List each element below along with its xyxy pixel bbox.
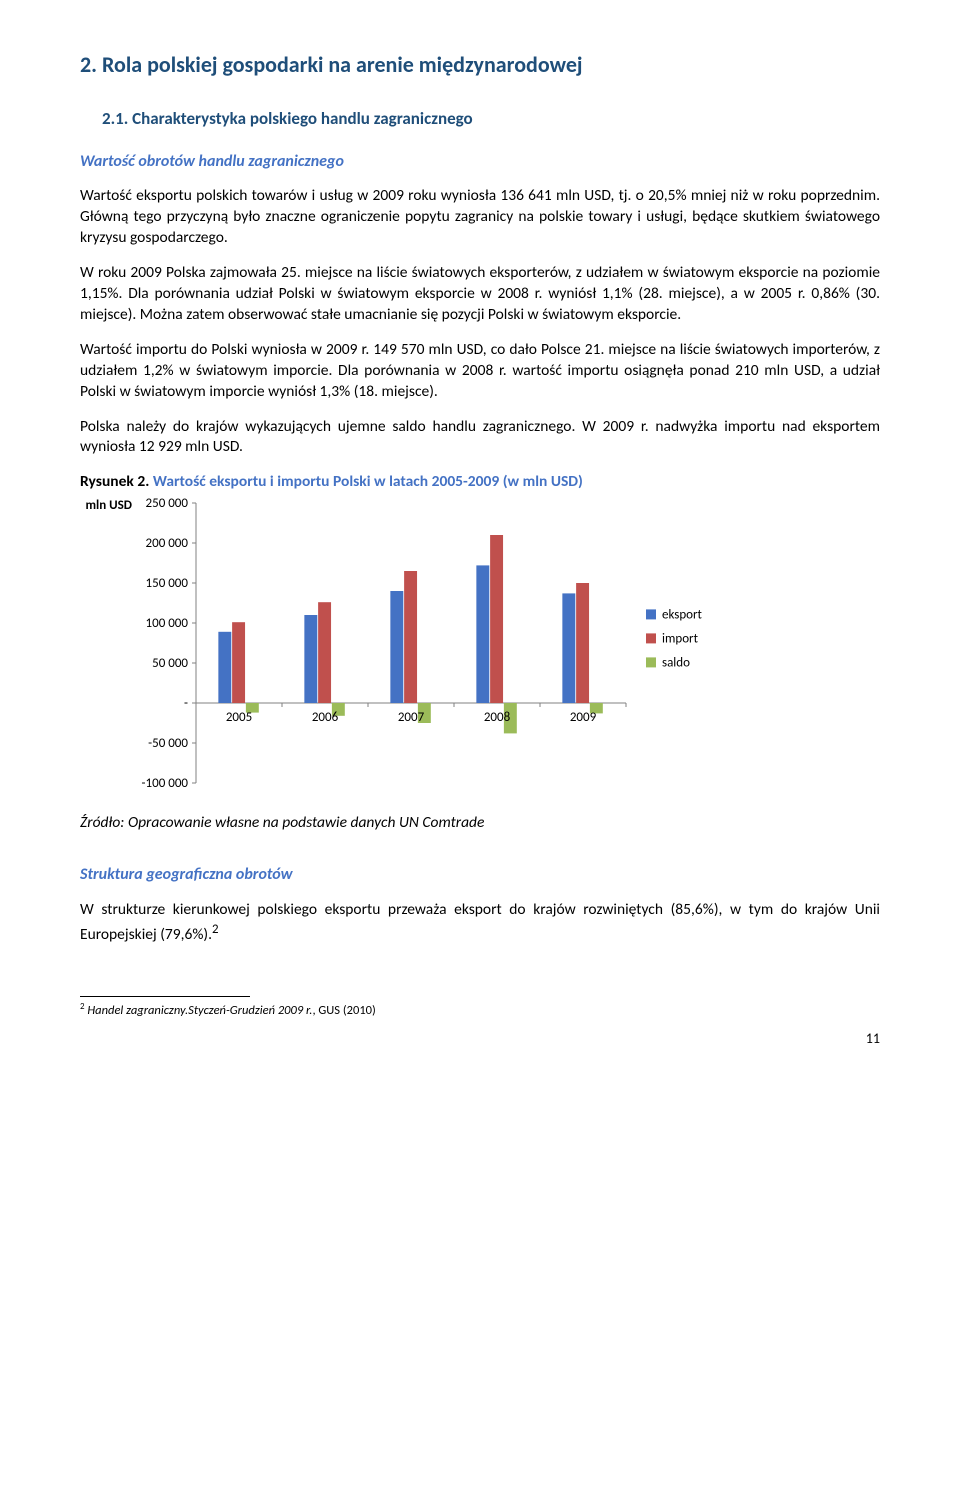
svg-text:2006: 2006 [312,710,339,725]
figure-source: Źródło: Opracowanie własne na podstawie … [80,813,880,834]
svg-text:200 000: 200 000 [146,536,189,551]
svg-text:import: import [662,632,699,647]
paragraph-text: W strukturze kierunkowej polskiego ekspo… [80,900,880,944]
paragraph: W roku 2009 Polska zajmowała 25. miejsce… [80,263,880,326]
paragraph: Wartość eksportu polskich towarów i usłu… [80,186,880,249]
svg-text:-: - [184,696,188,711]
footnote-ref: 2 [212,922,219,937]
svg-text:-50 000: -50 000 [148,736,188,751]
svg-text:2009: 2009 [570,710,597,725]
figure-label: Rysunek 2. [80,472,153,491]
svg-text:50 000: 50 000 [152,656,188,671]
footnote-text: , GUS (2010) [312,1003,375,1018]
svg-text:2008: 2008 [484,710,511,725]
footnote-italic-text: Handel zagraniczny.Styczeń-Grudzień 2009… [87,1003,312,1018]
subsection-title-1: Wartość obrotów handlu zagranicznego [80,151,880,173]
footnote-separator [80,996,250,997]
svg-text:250 000: 250 000 [146,496,189,511]
svg-text:saldo: saldo [662,656,690,671]
subsection-title-2: Struktura geograficzna obrotów [80,864,880,886]
svg-text:2005: 2005 [226,710,252,725]
svg-text:100 000: 100 000 [146,616,189,631]
figure-name: Wartość eksportu i importu Polski w lata… [153,472,583,491]
footnote: 2 Handel zagraniczny.Styczeń-Grudzień 20… [80,1001,880,1020]
y-axis-label: mln USD [80,497,138,515]
page-number: 11 [80,1030,880,1049]
footnote-number: 2 [80,1001,85,1012]
svg-text:eksport: eksport [662,608,703,623]
svg-text:-100 000: -100 000 [142,776,189,791]
bar-chart: -100 000-50 000-50 000100 000150 000200 … [138,495,736,807]
figure-caption: Rysunek 2. Wartość eksportu i importu Po… [80,472,880,493]
svg-text:150 000: 150 000 [146,576,189,591]
svg-text:2007: 2007 [398,710,425,725]
paragraph: Wartość importu do Polski wyniosła w 200… [80,340,880,403]
chart-container: mln USD -100 000-50 000-50 000100 000150… [80,495,880,807]
section-heading-2: 2.1. Charakterystyka polskiego handlu za… [102,108,880,131]
paragraph: W strukturze kierunkowej polskiego ekspo… [80,900,880,946]
section-heading-1: 2. Rola polskiej gospodarki na arenie mi… [80,50,880,80]
paragraph: Polska należy do krajów wykazujących uje… [80,417,880,459]
